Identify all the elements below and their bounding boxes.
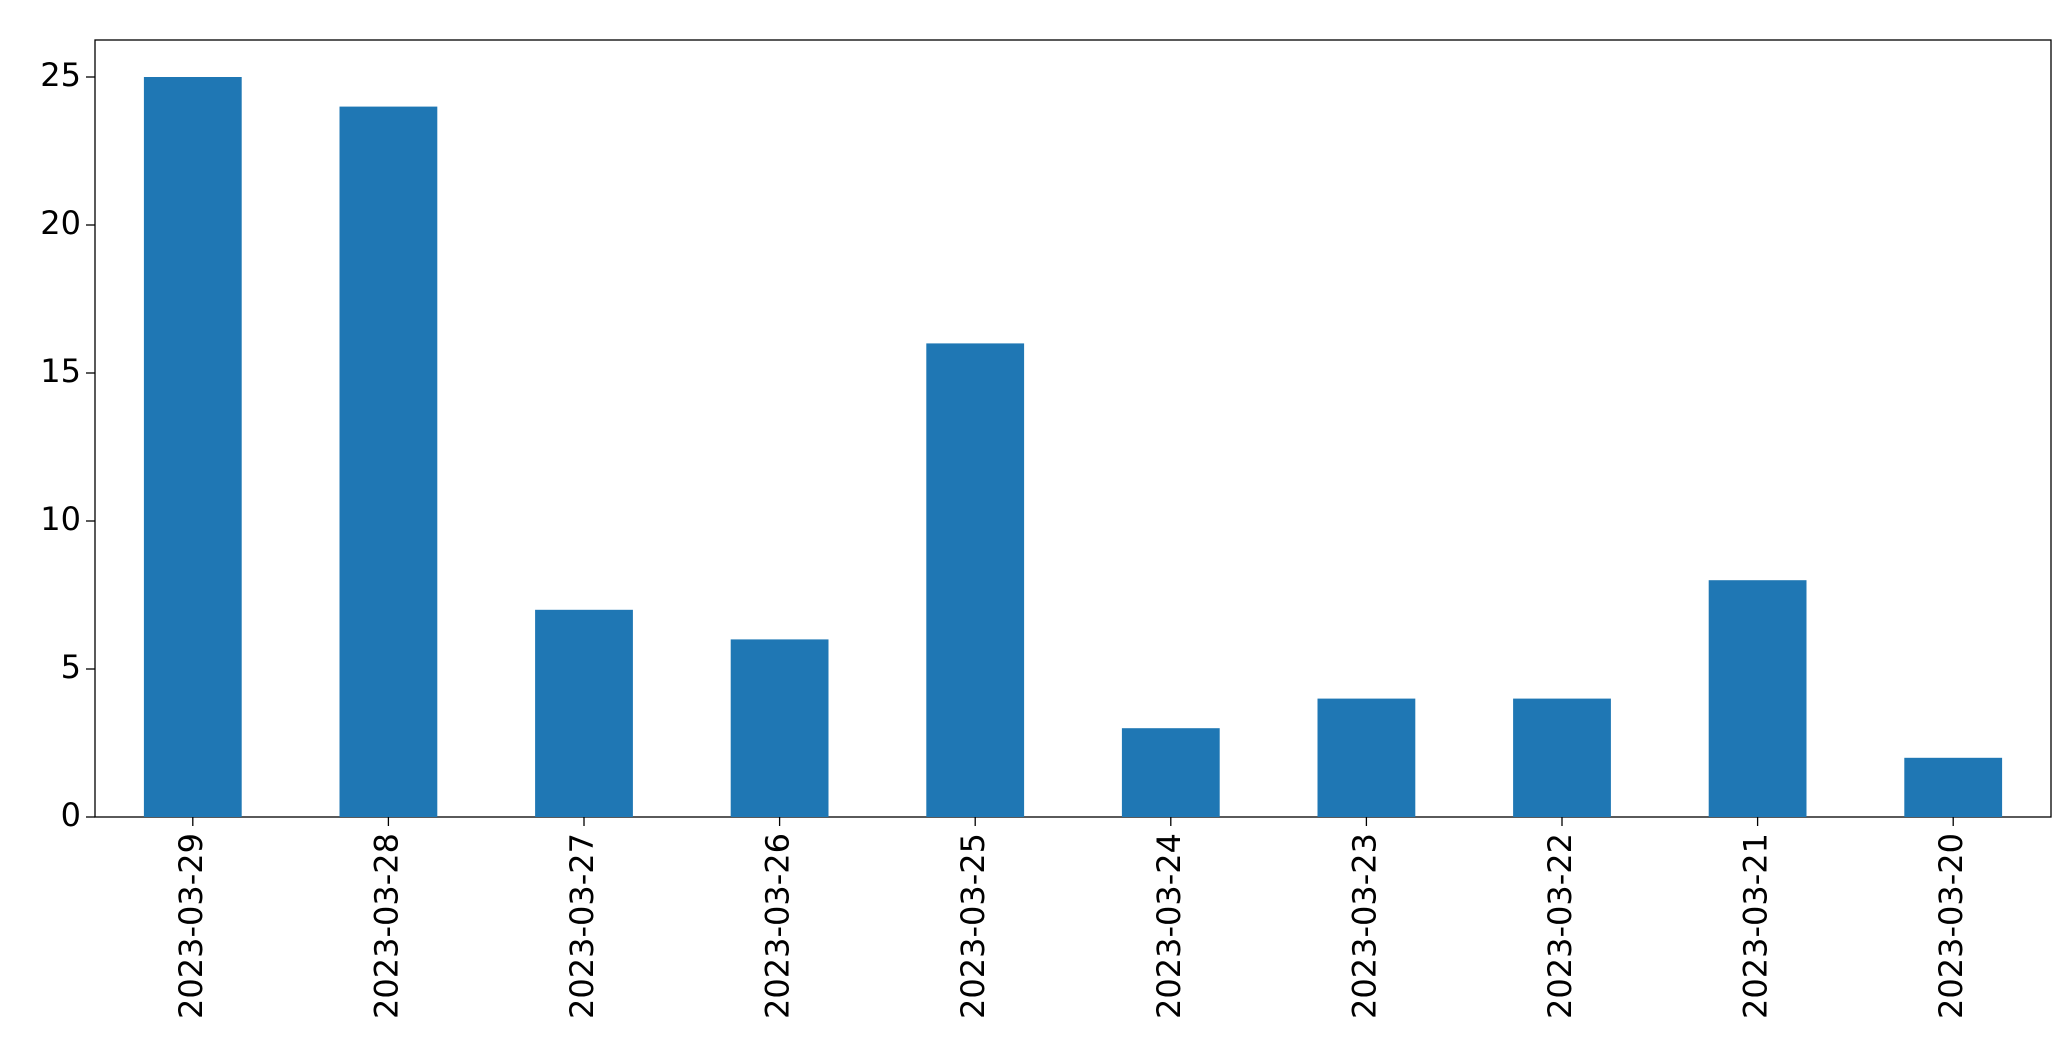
y-tick-label: 0 <box>61 796 81 834</box>
bar <box>730 639 829 817</box>
x-tick-label: 2023-03-25 <box>954 833 992 1019</box>
y-tick-label: 20 <box>40 204 81 242</box>
bar <box>1317 698 1416 817</box>
x-tick-label: 2023-03-27 <box>563 833 601 1019</box>
x-tick-label: 2023-03-21 <box>1737 833 1775 1019</box>
bar <box>1121 728 1220 817</box>
bar <box>339 106 438 818</box>
bar <box>926 343 1025 817</box>
bar <box>1513 698 1611 817</box>
bar <box>143 77 242 817</box>
y-tick-label: 25 <box>40 56 81 94</box>
x-tick-label: 2023-03-26 <box>759 833 797 1019</box>
x-tick-label: 2023-03-28 <box>367 833 405 1019</box>
x-tick-label: 2023-03-24 <box>1150 833 1188 1019</box>
y-tick-label: 5 <box>61 648 81 686</box>
x-tick-label: 2023-03-29 <box>172 833 210 1019</box>
y-tick-label: 15 <box>40 352 81 390</box>
bar <box>535 609 633 817</box>
x-tick-label: 2023-03-23 <box>1345 833 1383 1019</box>
plot-frame <box>94 39 2052 818</box>
bar <box>1708 580 1807 817</box>
bar <box>1904 757 2003 817</box>
x-tick-label: 2023-03-22 <box>1541 833 1579 1019</box>
x-tick-label: 2023-03-20 <box>1932 833 1970 1019</box>
y-tick-label: 10 <box>40 500 81 538</box>
